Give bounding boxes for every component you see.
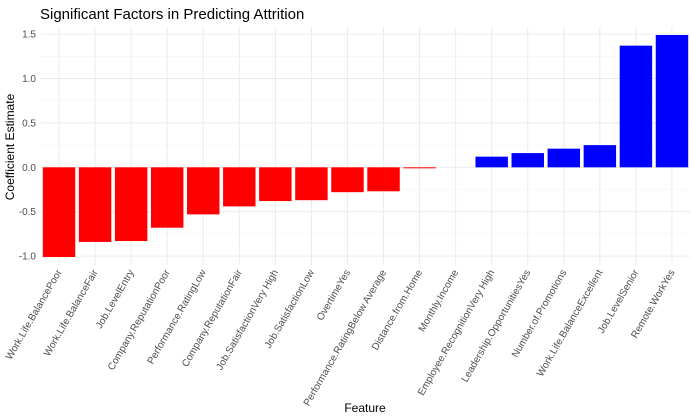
y-tick-label: 1.5 — [22, 30, 36, 41]
bar-performance-ratinglow — [187, 167, 220, 215]
chart-title: Significant Factors in Predicting Attrit… — [40, 6, 304, 23]
bar-company-reputationpoor — [150, 167, 184, 228]
y-tick-label: -1.0 — [19, 252, 37, 263]
bar-employee-recognitionvery-high — [475, 156, 508, 168]
bar-overtimeyes — [331, 167, 364, 193]
bar-performance-ratingbelow-average — [367, 167, 400, 192]
bars — [42, 34, 689, 258]
bar-job-levelsenior — [619, 45, 653, 168]
bar-job-levelentry — [114, 167, 148, 242]
bar-leadership-opportunitiesyes — [511, 153, 544, 168]
bar-work-life-balancefair — [78, 167, 112, 242]
x-tick-label: Work.Life.BalanceExcellent — [535, 268, 605, 379]
bar-work-life-balanceexcellent — [583, 145, 617, 168]
x-tick-label: Job.SatisfactionVery High — [214, 268, 281, 372]
bar-remote-workyes — [655, 34, 689, 168]
y-tick-label: -0.5 — [19, 207, 37, 218]
bar-distance-from-home — [403, 167, 436, 169]
y-tick-label: 1.0 — [22, 74, 36, 85]
y-tick-label: 0.5 — [22, 118, 36, 129]
bar-number-of-promotions — [547, 148, 581, 168]
y-tick-label: 0.0 — [22, 163, 36, 174]
y-tick-labels: -1.0 -0.5 0.0 0.5 1.0 1.5 — [19, 30, 37, 263]
x-tick-label: Job.LevelEntry — [94, 268, 137, 331]
x-tick-label: Employee.RecognitionVery High — [416, 268, 497, 398]
bar-company-reputationfair — [223, 167, 256, 207]
y-axis-title: Coefficient Estimate — [3, 93, 17, 200]
x-tick-label: OvertimeYes — [315, 268, 353, 323]
x-tick-label: Company.ReputationPoor — [106, 267, 173, 372]
bar-job-satisfactionvery-high — [259, 167, 292, 202]
x-axis-title: Feature — [344, 401, 386, 415]
x-tick-labels: Work.Life.BalancePoorWork.Life.BalanceFa… — [4, 267, 678, 408]
bar-work-life-balancepoor — [42, 167, 76, 258]
x-tick-label: Leadership.OpportunitiesYes — [460, 268, 534, 384]
bar-job-satisfactionlow — [295, 167, 328, 201]
